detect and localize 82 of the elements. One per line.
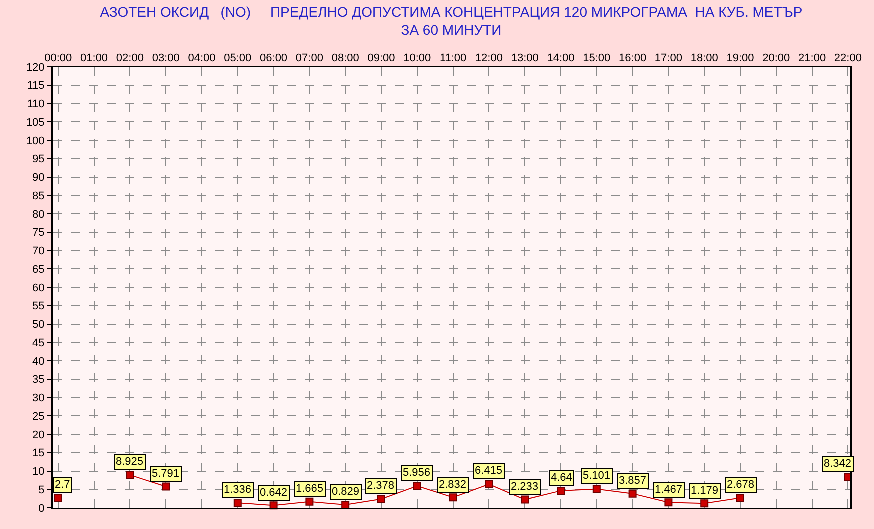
data-label: 1.336: [224, 484, 252, 496]
x-tick-label: 01:00: [80, 52, 108, 65]
x-tick-label: 11:00: [440, 52, 467, 65]
x-tick-label: 03:00: [152, 52, 180, 65]
y-tick-label: 45: [32, 337, 45, 350]
point: [234, 499, 242, 508]
y-tick-label: 60: [32, 282, 45, 294]
x-tick-label: 18:00: [690, 52, 718, 65]
x-tick-label: 02:00: [116, 52, 144, 65]
x-tick-label: 13:00: [511, 52, 539, 65]
y-tick-label: 105: [26, 116, 45, 129]
x-tick-label: 00:00: [44, 52, 72, 65]
x-tick-label: 20:00: [762, 52, 790, 65]
y-tick-label: 35: [32, 374, 45, 386]
chart-title: АЗОТЕН ОКСИД (NO) ПРЕДЕЛНО ДОПУСТИМА КОНЦЕНТРАЦИЯ 120 МИКРОГРАМА НА КУБ. МЕТЪР ЗА 60 МИНУТИ: [100, 4, 803, 38]
point: [628, 490, 637, 498]
x-tick-label: 09:00: [368, 52, 396, 65]
x-tick-label: 19:00: [726, 52, 754, 65]
point: [377, 495, 386, 504]
y-tick-label: 120: [26, 62, 45, 74]
data-label: 8.342: [824, 458, 852, 470]
x-tick-label: 21:00: [798, 52, 826, 65]
x-tick-label: 07:00: [296, 52, 324, 65]
point: [54, 494, 62, 502]
y-tick-label: 80: [32, 208, 45, 221]
point: [700, 500, 709, 508]
data-label: 0.642: [260, 487, 288, 499]
data-label: 3.857: [619, 475, 647, 487]
x-tick-label: 17:00: [654, 52, 682, 65]
x-tick-label: 10:00: [404, 52, 432, 65]
y-tick-label: 100: [26, 135, 45, 148]
point: [664, 498, 673, 507]
x-tick-label: 04:00: [188, 52, 216, 65]
y-tick-label: 50: [32, 319, 45, 332]
point: [557, 486, 565, 495]
data-label: 8.925: [116, 456, 144, 468]
y-tick-label: 70: [32, 246, 45, 258]
data-label: 4.64: [551, 472, 572, 484]
y-tick-label: 10: [32, 466, 45, 478]
x-tick-label: 05:00: [224, 52, 252, 65]
x-tick-label: 16:00: [619, 52, 647, 65]
y-tick-label: 75: [32, 227, 45, 240]
x-tick-label: 08:00: [332, 52, 360, 65]
y-tick-label: 110: [27, 98, 45, 111]
data-label: 5.101: [583, 470, 611, 482]
data-label: 2.678: [727, 479, 755, 491]
data-label: 1.467: [655, 484, 683, 496]
y-tick-label: 20: [32, 429, 45, 442]
data-label: 0.829: [332, 486, 360, 498]
data-label: 2.832: [439, 479, 467, 491]
data-label: 5.956: [403, 467, 431, 479]
data-label: 2.378: [367, 480, 395, 492]
y-tick-label: 55: [32, 300, 45, 313]
y-tick-label: 40: [32, 356, 45, 368]
data-label: 5.791: [152, 468, 180, 480]
y-tick-label: 0: [38, 502, 45, 515]
data-label: 6.415: [475, 465, 503, 477]
y-tick-label: 65: [32, 264, 45, 276]
y-tick-label: 115: [27, 80, 45, 92]
point: [485, 480, 494, 488]
x-tick-label: 22:00: [834, 52, 862, 65]
point: [413, 482, 422, 490]
point: [521, 496, 530, 504]
y-tick-label: 90: [32, 172, 45, 184]
data-label: 1.179: [691, 485, 719, 497]
x-tick-label: 15:00: [583, 52, 611, 65]
x-tick-label: 14:00: [547, 52, 575, 65]
x-tick-label: 12:00: [475, 52, 503, 65]
y-tick-label: 95: [32, 154, 45, 166]
point: [736, 494, 744, 502]
point: [306, 498, 314, 506]
y-tick-label: 85: [32, 190, 45, 202]
data-label: 2.233: [511, 481, 539, 493]
y-tick-label: 5: [38, 484, 45, 496]
y-tick-label: 15: [32, 448, 45, 460]
data-label: 2.7: [55, 479, 70, 491]
y-tick-label: 30: [32, 392, 45, 405]
point: [592, 485, 601, 494]
point: [449, 494, 458, 502]
x-tick-label: 06:00: [260, 52, 288, 65]
data-label: 1.665: [296, 483, 324, 495]
y-tick-label: 25: [32, 410, 45, 423]
